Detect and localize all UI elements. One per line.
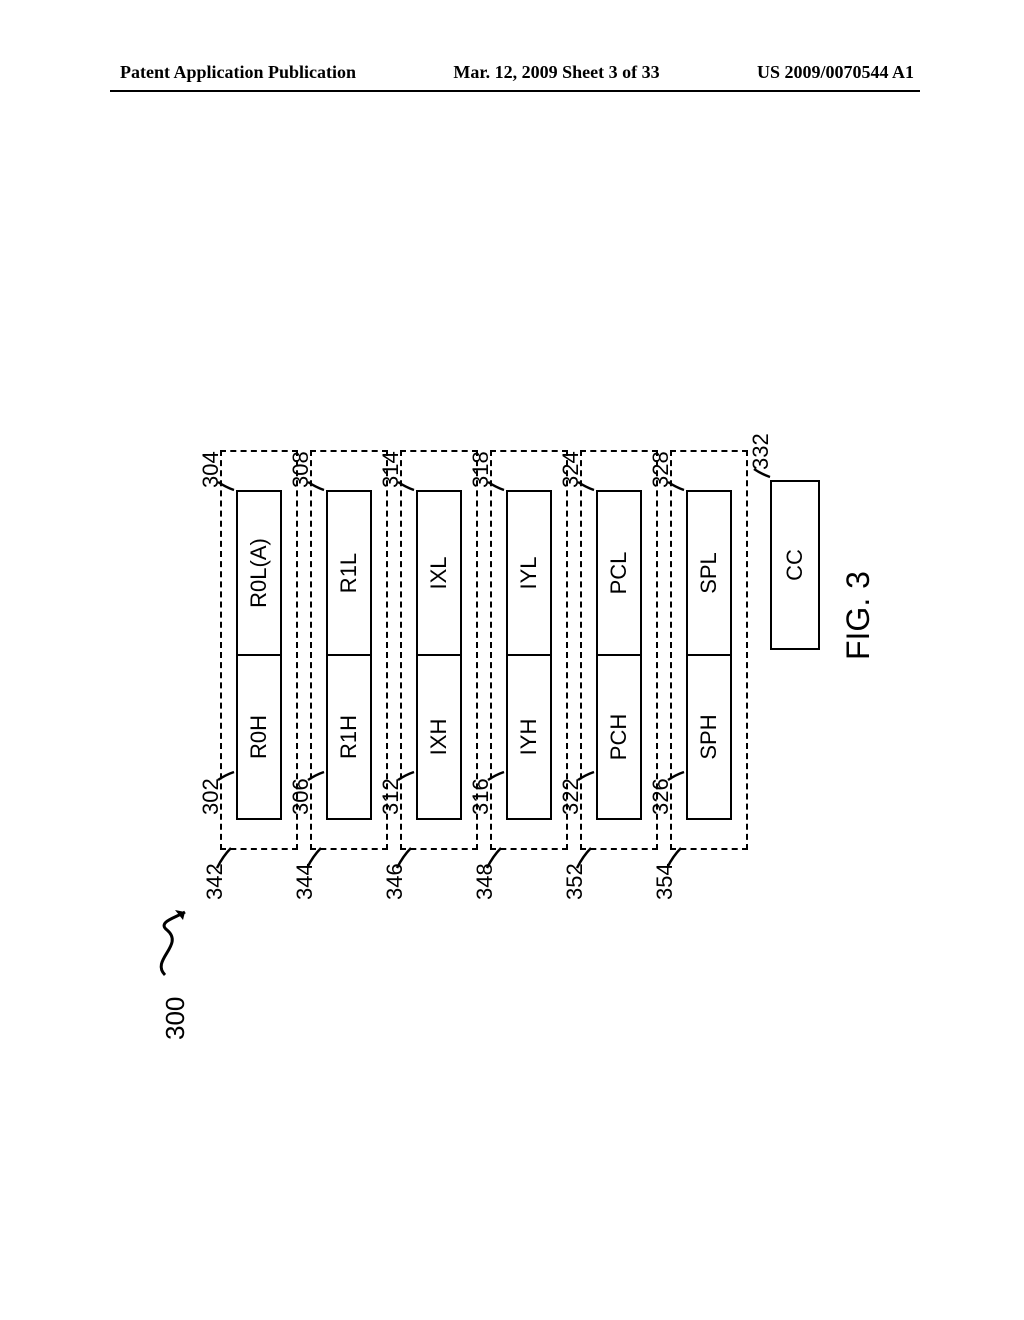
figure-ref-label: 300: [160, 997, 191, 1040]
register-high: IXH: [416, 655, 462, 820]
right-ref-label: 314: [378, 451, 404, 488]
register-pair-outline: IXH IXL: [400, 450, 478, 850]
register-low: IYL: [506, 490, 552, 655]
register-low: IXL: [416, 490, 462, 655]
register-pair-outline: PCH PCL: [580, 450, 658, 850]
pair-ref-label: 342: [202, 863, 228, 900]
register-low: SPL: [686, 490, 732, 655]
figure-inner: 300 R0H R0L(A) 342 302 304: [150, 310, 870, 1050]
left-ref-label: 316: [468, 778, 494, 815]
register-pair-outline: R0H R0L(A): [220, 450, 298, 850]
register-pair-outline: R1H R1L: [310, 450, 388, 850]
page: Patent Application Publication Mar. 12, …: [0, 0, 1024, 1320]
register-high: R0H: [236, 655, 282, 820]
left-ref-label: 312: [378, 778, 404, 815]
figure-caption: FIG. 3: [840, 571, 877, 660]
register-low: R1L: [326, 490, 372, 655]
header-center: Mar. 12, 2009 Sheet 3 of 33: [453, 62, 659, 83]
figure-rotated-container: 300 R0H R0L(A) 342 302 304: [150, 310, 870, 1050]
register-high: SPH: [686, 655, 732, 820]
register-pair-outline: SPH SPL: [670, 450, 748, 850]
header-rule: [110, 90, 920, 92]
register-high: PCH: [596, 655, 642, 820]
register-pair-row: IYH IYL 348 316 318: [490, 450, 568, 850]
header-right: US 2009/0070544 A1: [757, 62, 914, 83]
register-pair-row: IXH IXL 346 312 314: [400, 450, 478, 850]
pair-ref-label: 354: [652, 863, 678, 900]
register-high: R1H: [326, 655, 372, 820]
left-ref-label: 306: [288, 778, 314, 815]
pair-ref-label: 352: [562, 863, 588, 900]
pair-ref-label: 348: [472, 863, 498, 900]
right-ref-label: 304: [198, 451, 224, 488]
right-ref-label: 308: [288, 451, 314, 488]
figure-ref-arrow-icon: [145, 900, 205, 980]
register-pair-row: R0H R0L(A) 342 302 304: [220, 450, 298, 850]
register-pair-row: PCH PCL 352 322 324: [580, 450, 658, 850]
register-low: R0L(A): [236, 490, 282, 655]
header-left: Patent Application Publication: [120, 62, 356, 83]
left-ref-label: 322: [558, 778, 584, 815]
right-ref-label: 328: [648, 451, 674, 488]
register-pair-row: R1H R1L 344 306 308: [310, 450, 388, 850]
register-pair-outline: IYH IYL: [490, 450, 568, 850]
single-ref-label: 332: [748, 433, 774, 470]
left-ref-label: 302: [198, 778, 224, 815]
page-header: Patent Application Publication Mar. 12, …: [0, 62, 1024, 83]
pair-ref-label: 346: [382, 863, 408, 900]
register-pair-row: SPH SPL 354 326 328: [670, 450, 748, 850]
register-high: IYH: [506, 655, 552, 820]
pair-ref-label: 344: [292, 863, 318, 900]
register-single: CC: [770, 480, 820, 650]
left-ref-label: 326: [648, 778, 674, 815]
right-ref-label: 318: [468, 451, 494, 488]
right-ref-label: 324: [558, 451, 584, 488]
register-low: PCL: [596, 490, 642, 655]
